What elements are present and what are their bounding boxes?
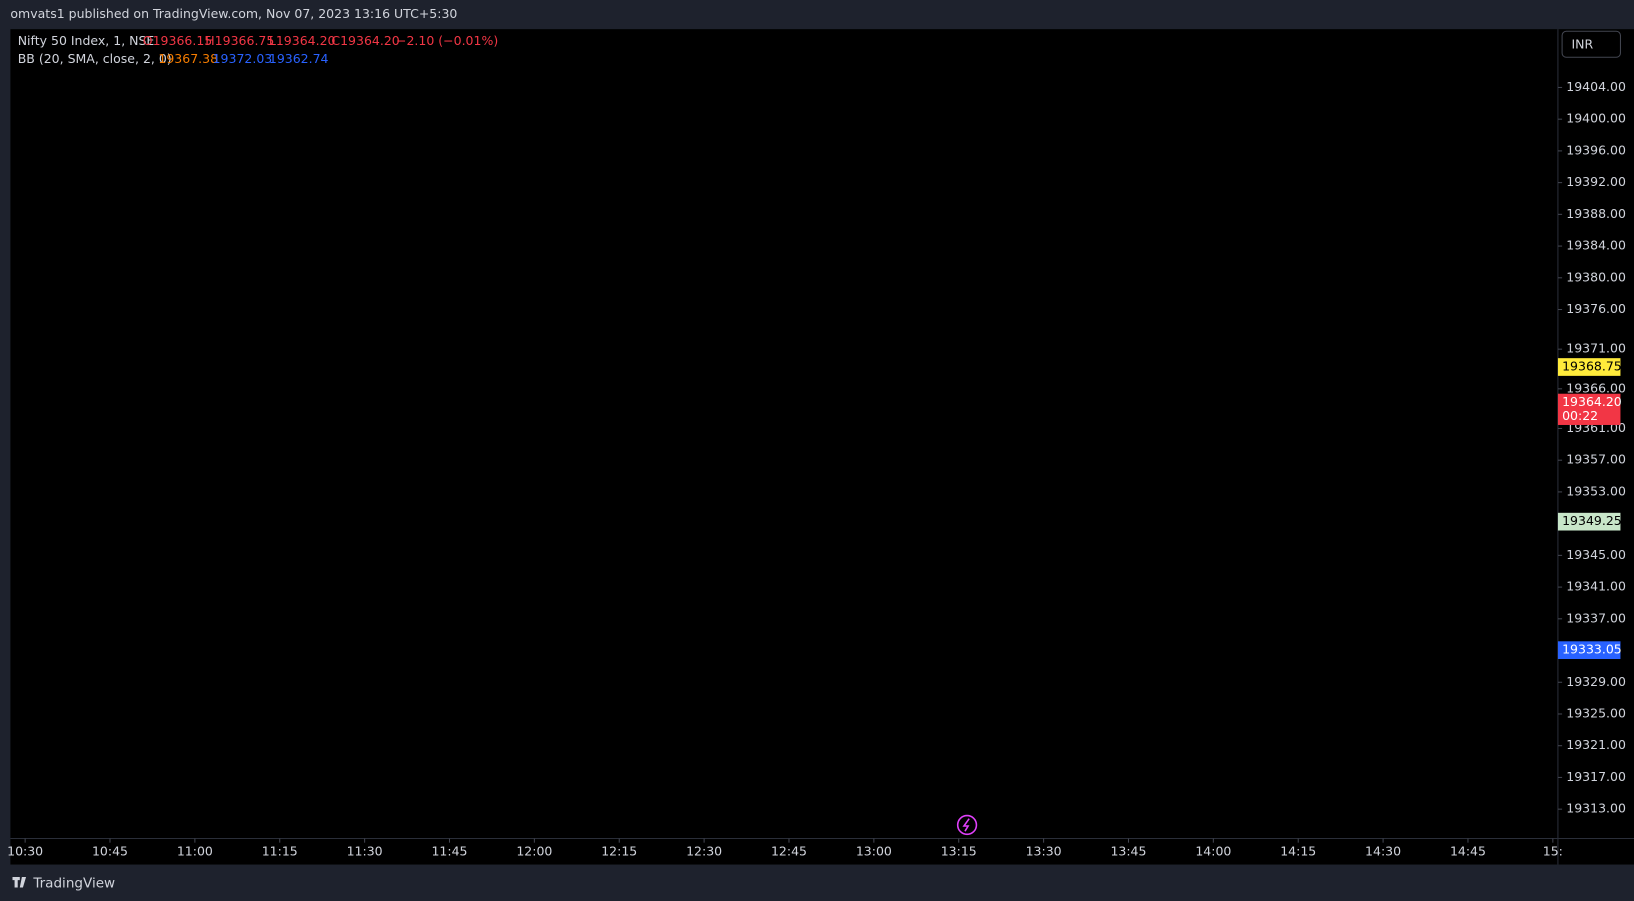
y-tick-label: 19313.00 [1566, 801, 1626, 816]
y-tick-label: 19388.00 [1566, 206, 1626, 221]
y-tick-label: 19329.00 [1566, 674, 1626, 689]
y-tick-label: 19392.00 [1566, 174, 1626, 189]
currency[interactable]: INR [1571, 36, 1593, 51]
price-label-box [1557, 512, 1621, 531]
x-tick-label: 13:15 [941, 844, 977, 859]
y-tick-label: 19357.00 [1566, 452, 1626, 467]
x-tick-label: 11:00 [177, 844, 213, 859]
legend-indicator: BB (20, SMA, close, 2, 0) [18, 51, 172, 66]
y-tick-label: 19376.00 [1566, 301, 1626, 316]
x-tick-label: 14:00 [1195, 844, 1231, 859]
x-tick-label: 14:30 [1365, 844, 1401, 859]
y-tick-label: 19337.00 [1566, 610, 1626, 625]
y-tick-label: 19321.00 [1566, 737, 1626, 752]
y-tick-label: 19384.00 [1566, 238, 1626, 253]
x-tick-label: 15: [1543, 844, 1563, 859]
price-countdown: 00:22 [1562, 408, 1598, 423]
x-tick-label: 11:45 [431, 844, 467, 859]
legend-symbol: Nifty 50 Index, 1, NSE [18, 33, 155, 48]
x-tick-label: 12:15 [601, 844, 637, 859]
x-tick-label: 10:30 [7, 844, 43, 859]
x-tick-label: 13:45 [1110, 844, 1146, 859]
price-label-box [1557, 641, 1621, 660]
x-tick-label: 11:15 [262, 844, 298, 859]
legend-basis: 19367.38 [158, 51, 218, 66]
y-tick-label: 19366.00 [1566, 380, 1626, 395]
legend-lower: 19362.74 [269, 51, 329, 66]
price-label: 19333.05 [1562, 642, 1622, 657]
legend-change: −2.10 (−0.01%) [396, 33, 498, 48]
y-tick-label: 19400.00 [1566, 111, 1626, 126]
x-tick-label: 12:45 [771, 844, 807, 859]
y-tick-label: 19345.00 [1566, 547, 1626, 562]
brand-logo [12, 877, 27, 888]
replay-icon-bolt [962, 818, 970, 832]
x-tick-label: 13:30 [1026, 844, 1062, 859]
currency-button[interactable] [1561, 30, 1621, 58]
y-tick-label: 19341.00 [1566, 579, 1626, 594]
price-label: 19364.20 [1562, 394, 1622, 409]
price-axis: 19404.00 19400.00 19396.00 19392.00 19388.00… [1557, 79, 1626, 816]
y-tick-label: 19353.00 [1566, 483, 1626, 498]
y-tick-label: 19325.00 [1566, 705, 1626, 720]
y-tick-label: 19404.00 [1566, 79, 1626, 94]
chart-area [10, 29, 1634, 865]
x-tick-label: 10:45 [92, 844, 128, 859]
y-tick-label: 19317.00 [1566, 769, 1626, 784]
y-tick-label: 19380.00 [1566, 269, 1626, 284]
x-tick-label: 12:00 [516, 844, 552, 859]
publisher: omvats1 published on TradingView.com, No… [10, 6, 457, 21]
x-tick-label: 11:30 [347, 844, 383, 859]
y-tick-label: 19371.00 [1566, 341, 1626, 356]
x-tick-label: 13:00 [856, 844, 892, 859]
legend-high: H19366.75 [205, 33, 274, 48]
price-label: 19368.75 [1562, 359, 1622, 374]
x-tick-label: 14:15 [1280, 844, 1316, 859]
legend-open: O19366.15 [143, 33, 213, 48]
legend-low: L19364.20 [269, 33, 336, 48]
y-tick-label: 19396.00 [1566, 142, 1626, 157]
replay-icon[interactable] [956, 814, 978, 836]
x-tick-label: 12:30 [686, 844, 722, 859]
x-tick-label: 14:45 [1450, 844, 1486, 859]
brand: TradingView [32, 875, 115, 891]
price-label-box [1557, 393, 1621, 425]
legend-upper: 19372.03 [213, 51, 273, 66]
price-label: 19349.25 [1562, 513, 1622, 528]
price-label-box [1557, 358, 1621, 376]
legend-close: C19364.20 [331, 33, 399, 48]
